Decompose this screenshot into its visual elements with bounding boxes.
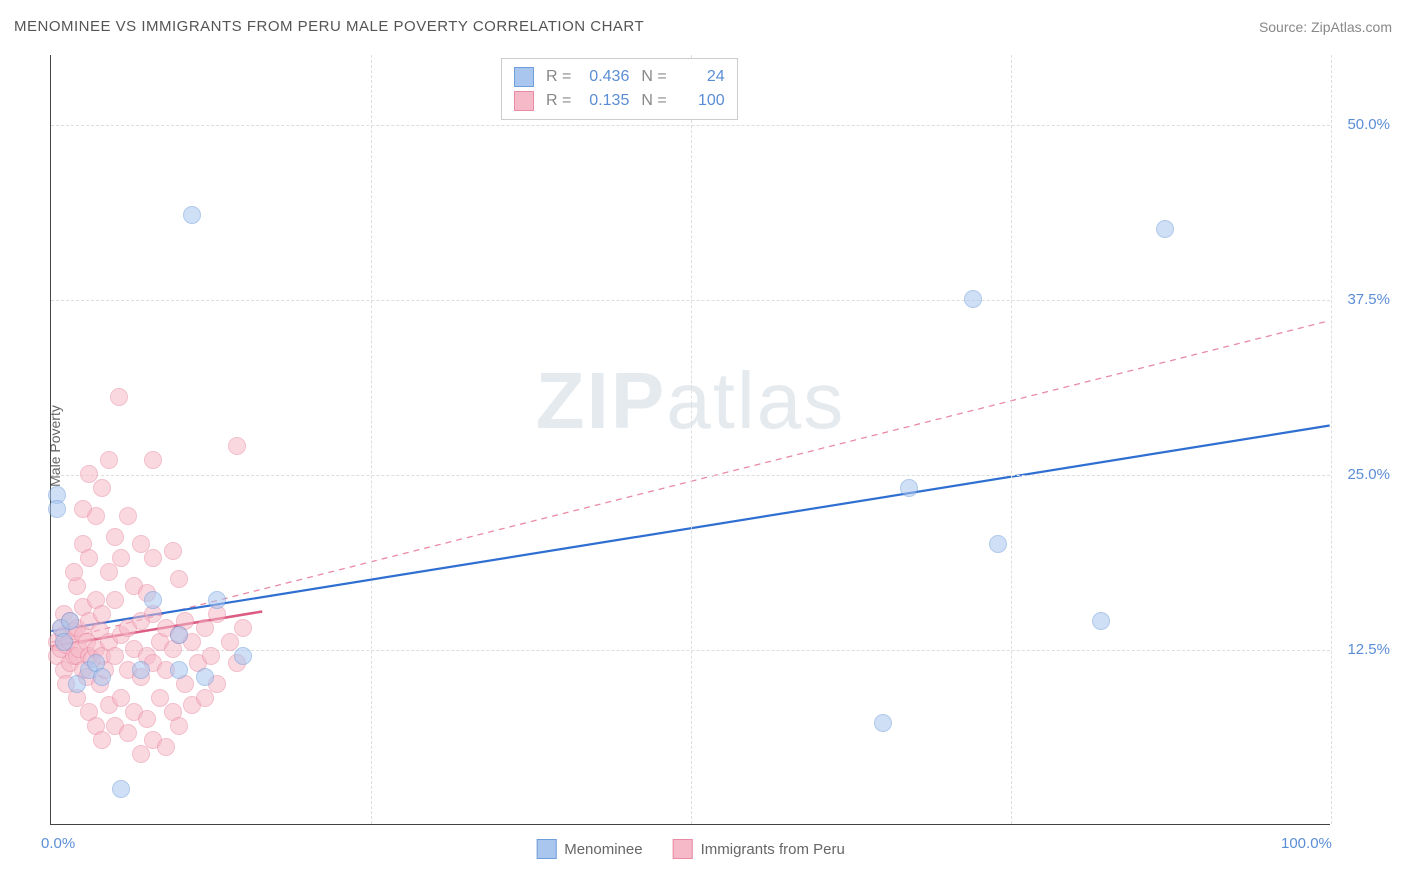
data-point	[202, 647, 220, 665]
data-point	[93, 605, 111, 623]
stats-row: R = 0.135 N = 100	[514, 89, 725, 113]
gridline-vertical	[1331, 55, 1332, 824]
data-point	[157, 738, 175, 756]
data-point	[132, 661, 150, 679]
stats-legend-box: R = 0.436 N = 24 R = 0.135 N = 100	[501, 58, 738, 120]
data-point	[164, 542, 182, 560]
stat-r-label: R =	[546, 92, 571, 110]
data-point	[196, 668, 214, 686]
stat-r-value: 0.436	[579, 68, 629, 86]
data-point	[74, 500, 92, 518]
data-point	[80, 549, 98, 567]
data-point	[65, 563, 83, 581]
data-point	[100, 563, 118, 581]
data-point	[68, 675, 86, 693]
chart-title: MENOMINEE VS IMMIGRANTS FROM PERU MALE P…	[14, 18, 644, 35]
data-point	[170, 570, 188, 588]
data-point	[144, 451, 162, 469]
legend-item: Immigrants from Peru	[673, 839, 845, 859]
data-point	[132, 745, 150, 763]
data-point	[110, 388, 128, 406]
data-point	[112, 780, 130, 798]
data-point	[119, 507, 137, 525]
legend-swatch	[514, 67, 534, 87]
data-point	[1092, 612, 1110, 630]
stat-n-value: 24	[675, 68, 725, 86]
data-point	[100, 451, 118, 469]
data-point	[138, 710, 156, 728]
data-point	[900, 479, 918, 497]
stat-n-value: 100	[675, 92, 725, 110]
data-point	[80, 465, 98, 483]
plot-area: ZIPatlas 12.5%25.0%37.5%50.0%0.0%100.0%R…	[50, 55, 1330, 825]
data-point	[112, 549, 130, 567]
stat-n-label: N =	[641, 92, 666, 110]
data-point	[228, 437, 246, 455]
bottom-legend: Menominee Immigrants from Peru	[536, 839, 845, 859]
y-tick-label: 50.0%	[1347, 116, 1390, 133]
legend-item: Menominee	[536, 839, 642, 859]
y-tick-label: 12.5%	[1347, 641, 1390, 658]
data-point	[93, 479, 111, 497]
data-point	[170, 626, 188, 644]
data-point	[170, 717, 188, 735]
legend-swatch	[514, 91, 534, 111]
data-point	[48, 500, 66, 518]
stat-r-label: R =	[546, 68, 571, 86]
stat-r-value: 0.135	[579, 92, 629, 110]
y-tick-label: 25.0%	[1347, 466, 1390, 483]
data-point	[208, 591, 226, 609]
data-point	[989, 535, 1007, 553]
legend-swatch	[536, 839, 556, 859]
x-tick-label: 0.0%	[41, 835, 75, 852]
data-point	[119, 724, 137, 742]
data-point	[874, 714, 892, 732]
y-tick-label: 37.5%	[1347, 291, 1390, 308]
legend-swatch	[673, 839, 693, 859]
data-point	[93, 668, 111, 686]
data-point	[170, 661, 188, 679]
data-point	[196, 689, 214, 707]
data-point	[106, 591, 124, 609]
data-point	[144, 591, 162, 609]
data-point	[964, 290, 982, 308]
gridline-vertical	[371, 55, 372, 824]
stat-n-label: N =	[641, 68, 666, 86]
data-point	[144, 549, 162, 567]
legend-label: Menominee	[564, 841, 642, 858]
stats-row: R = 0.436 N = 24	[514, 65, 725, 89]
legend-label: Immigrants from Peru	[701, 841, 845, 858]
source-label: Source: ZipAtlas.com	[1259, 19, 1392, 35]
data-point	[234, 647, 252, 665]
data-point	[183, 206, 201, 224]
data-point	[196, 619, 214, 637]
data-point	[1156, 220, 1174, 238]
data-point	[106, 528, 124, 546]
x-tick-label: 100.0%	[1281, 835, 1332, 852]
gridline-vertical	[691, 55, 692, 824]
data-point	[93, 731, 111, 749]
data-point	[61, 612, 79, 630]
data-point	[234, 619, 252, 637]
data-point	[55, 633, 73, 651]
gridline-vertical	[1011, 55, 1012, 824]
